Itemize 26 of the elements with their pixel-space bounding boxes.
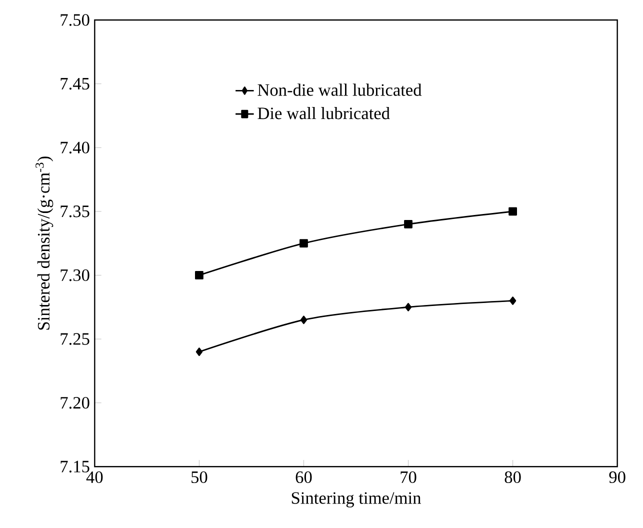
- point: [300, 239, 308, 248]
- legend-label: Non-die wall lubricated: [258, 84, 422, 96]
- point: [508, 207, 517, 216]
- y-tick-label: 7.35: [60, 206, 90, 218]
- x-tick-label: 40: [86, 471, 103, 484]
- point: [300, 316, 308, 324]
- point: [404, 220, 412, 228]
- y-tick-label: 7.45: [60, 78, 90, 90]
- y-tick-label: 7.50: [60, 14, 90, 26]
- x-tick-label: 50: [192, 471, 208, 484]
- point: [509, 296, 516, 305]
- y-axis-title: Sintered density/(g·cm$^{-3}$): [36, 156, 54, 330]
- point: [196, 348, 203, 356]
- legend-label: Die wall lubricated: [258, 107, 390, 120]
- y-tick-label: 7.15: [60, 460, 90, 472]
- point: [404, 302, 412, 312]
- x-tick-label: 90: [609, 471, 626, 484]
- y-tick-label: 7.40: [60, 142, 90, 154]
- x-axis-title: Sintering time/min: [292, 492, 422, 508]
- y-tick-label: 7.20: [60, 396, 90, 409]
- x-tick-label: 80: [504, 471, 521, 484]
- point: [195, 271, 204, 280]
- x-tick-label: 70: [400, 471, 416, 484]
- y-tick-label: 7.25: [60, 333, 90, 345]
- y-tick-label: 7.30: [60, 269, 90, 282]
- x-tick-label: 60: [296, 471, 312, 484]
